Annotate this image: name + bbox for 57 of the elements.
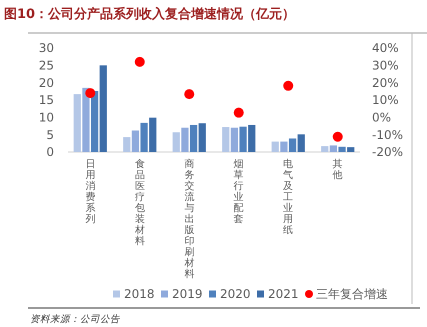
bar xyxy=(181,128,189,152)
bar xyxy=(239,126,247,152)
bar xyxy=(123,137,130,152)
x-tick-label: 其他 xyxy=(332,158,343,181)
y-tick-label: 0 xyxy=(46,145,54,160)
y2-tick-label: 20% xyxy=(372,76,399,90)
category-label: 商务交流与出版印刷材料 xyxy=(184,159,194,280)
point xyxy=(234,108,244,118)
bar xyxy=(321,146,328,152)
point xyxy=(283,80,294,91)
bar xyxy=(149,118,156,152)
point xyxy=(332,132,343,142)
x-tick-label: 食品医疗包装材料 xyxy=(134,158,145,247)
legend-label: 2019 xyxy=(172,287,203,302)
bar xyxy=(230,128,238,152)
bar xyxy=(347,147,354,152)
y-tick-label: 5 xyxy=(46,128,54,142)
x-tick-label: 烟草行业配套 xyxy=(234,158,244,225)
y2-tick-label: -10% xyxy=(372,128,404,142)
y2-tick-label: 10% xyxy=(372,93,399,108)
bar xyxy=(198,123,206,152)
bar xyxy=(298,134,305,152)
bar xyxy=(90,90,98,152)
point xyxy=(184,89,194,100)
legend-label: 三年复合增速 xyxy=(316,287,388,302)
legend-label: 2021 xyxy=(268,287,299,302)
bar xyxy=(132,130,140,152)
text: 资料来源：公司公告 xyxy=(30,314,121,325)
bar xyxy=(330,145,338,152)
bar xyxy=(338,146,346,152)
legend-label: 2020 xyxy=(220,287,251,302)
point xyxy=(85,88,96,98)
chart-title: 图10：公司分产品系列收入复合增速情况（亿元） xyxy=(4,6,296,22)
bar xyxy=(222,127,230,152)
bar xyxy=(140,122,148,152)
bar xyxy=(100,65,107,152)
bar xyxy=(82,88,90,152)
y2-tick-label: 30% xyxy=(372,58,399,73)
y-tick-label: 15 xyxy=(38,93,54,108)
y-tick-label: 10 xyxy=(38,110,54,125)
y-tick-label: 20 xyxy=(38,76,54,90)
y-tick-label: 30 xyxy=(38,41,54,56)
x-tick-label: 电气及工业用纸 xyxy=(283,158,294,236)
bar xyxy=(190,124,198,152)
bar xyxy=(74,94,81,152)
bar xyxy=(280,142,288,152)
y2-tick-label: 0% xyxy=(372,110,392,125)
legend-label: 2018 xyxy=(124,287,155,302)
point xyxy=(134,56,145,67)
x-tick-label: 日用消费系列 xyxy=(85,159,96,225)
bar xyxy=(248,124,256,152)
y2-tick-label: 40% xyxy=(372,41,399,56)
bar xyxy=(288,138,296,152)
y-tick-label: 25 xyxy=(38,58,54,73)
y2-tick-label: -20% xyxy=(372,145,404,160)
bar xyxy=(272,142,279,152)
bar xyxy=(172,132,180,152)
